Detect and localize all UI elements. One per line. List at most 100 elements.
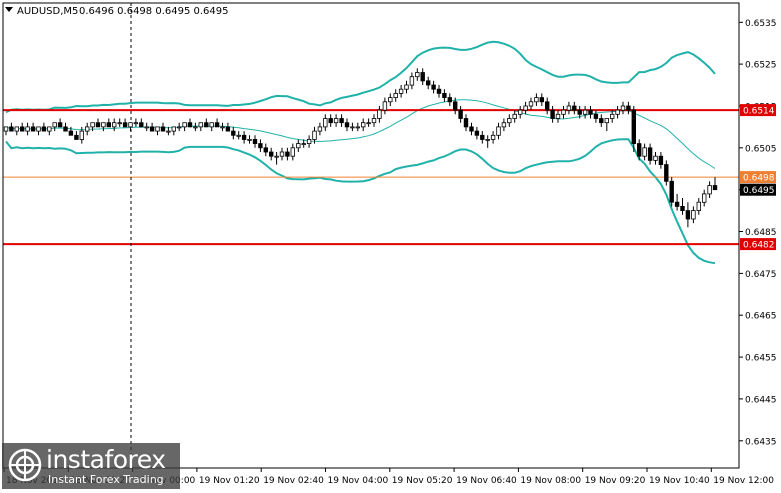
candle-body — [463, 118, 469, 128]
candle-body — [647, 147, 653, 161]
candle-body — [122, 122, 128, 128]
candle-body — [485, 138, 490, 141]
instaforex-watermark: instaforex Instant Forex Trading — [2, 443, 180, 489]
candle-body — [279, 151, 285, 157]
candle-body — [182, 122, 187, 128]
candle-body — [593, 113, 599, 119]
price-tick-label: 0.6535 — [745, 19, 777, 29]
candle-body — [447, 97, 452, 103]
chart-symbol-label: AUDUSD,M5 — [17, 6, 78, 17]
candle-body — [490, 134, 496, 140]
candle-body — [176, 126, 182, 129]
price-tick-label: 0.6435 — [745, 437, 777, 447]
time-tick-label: 19 Nov 02:40 — [263, 476, 324, 486]
bollinger-bands — [5, 40, 716, 265]
candle-body — [296, 143, 301, 149]
price-tick-label: 0.6465 — [745, 312, 777, 322]
current-price-tag — [740, 183, 776, 196]
watermark-brand: instaforex — [46, 445, 166, 474]
candle-body — [425, 80, 431, 86]
price-labels: 0.6514 0.6498 0.6482 0.6495 — [740, 104, 776, 251]
candle-body — [90, 122, 95, 128]
candle-body — [631, 109, 636, 144]
candle-body — [263, 147, 268, 153]
candle-body — [41, 126, 47, 132]
candle-body — [480, 134, 485, 140]
candle-body — [555, 113, 561, 119]
candle-body — [149, 126, 155, 132]
time-tick-label: 19 Nov 08:00 — [520, 476, 581, 486]
time-tick-label: 19 Nov 04:00 — [328, 476, 389, 486]
candle-body — [204, 122, 209, 128]
candle-body — [68, 130, 74, 136]
candle-body — [155, 126, 160, 132]
time-tick-label: 19 Nov 05:20 — [392, 476, 453, 486]
candle-body — [85, 126, 90, 132]
candle-body — [101, 122, 106, 128]
candle-body — [306, 138, 312, 144]
collapse-triangle-icon[interactable] — [5, 7, 13, 12]
candle-body — [312, 130, 317, 140]
candle-body — [539, 97, 544, 103]
candle-body — [371, 118, 377, 124]
candle-body — [442, 93, 447, 99]
candle-body — [139, 122, 144, 128]
bid-price-tag — [740, 171, 776, 184]
candle-body — [566, 105, 572, 111]
bid-price-label: 0.6498 — [743, 174, 775, 184]
candle-body — [225, 126, 231, 132]
candle-body — [171, 126, 176, 132]
candle-body — [604, 118, 609, 124]
candle-body — [610, 113, 615, 119]
candle-body — [106, 122, 111, 128]
candle-body — [301, 143, 306, 146]
chart-ohlc-readout: 0.6496 0.6498 0.6495 0.6495 — [79, 6, 229, 17]
instaforex-logo-icon — [8, 448, 42, 482]
time-tick-label: 19 Nov 10:40 — [649, 476, 710, 486]
candlestick-series — [3, 68, 718, 228]
candle-body — [620, 105, 626, 111]
candle-body — [339, 118, 344, 124]
candle-body — [582, 109, 588, 115]
candle-body — [144, 126, 149, 129]
candle-body — [680, 205, 685, 211]
candle-body — [501, 122, 507, 128]
candle-body — [702, 193, 707, 203]
candle-body — [561, 109, 566, 115]
candle-body — [285, 151, 290, 157]
candle-body — [626, 105, 631, 111]
candle-body — [377, 109, 382, 119]
candle-body — [220, 126, 225, 129]
candle-body — [328, 118, 333, 124]
candle-body — [469, 126, 474, 132]
candle-body — [404, 84, 409, 90]
price-tick-label: 0.6445 — [745, 395, 777, 405]
candle-body — [166, 130, 171, 133]
candle-body — [393, 93, 398, 99]
candle-body — [290, 147, 295, 157]
candle-body — [95, 122, 101, 128]
candle-body — [572, 105, 577, 111]
candle-body — [74, 134, 79, 140]
time-tick-label: 19 Nov 12:00 — [713, 476, 774, 486]
candle-body — [615, 109, 620, 115]
candle-body — [317, 126, 323, 132]
candle-body — [674, 201, 680, 207]
candle-body — [685, 210, 691, 220]
candle-body — [550, 109, 555, 119]
candle-body — [57, 122, 63, 128]
candle-body — [128, 122, 133, 128]
candle-body — [19, 126, 25, 132]
candle-body — [198, 122, 203, 128]
candle-body — [496, 126, 501, 136]
candle-body — [117, 122, 122, 125]
candle-body — [382, 101, 388, 111]
support-price-tag — [740, 238, 776, 251]
candle-body — [268, 151, 274, 157]
candle-body — [696, 201, 701, 211]
candle-body — [653, 155, 658, 161]
candle-body — [63, 126, 68, 132]
candle-body — [436, 88, 442, 94]
